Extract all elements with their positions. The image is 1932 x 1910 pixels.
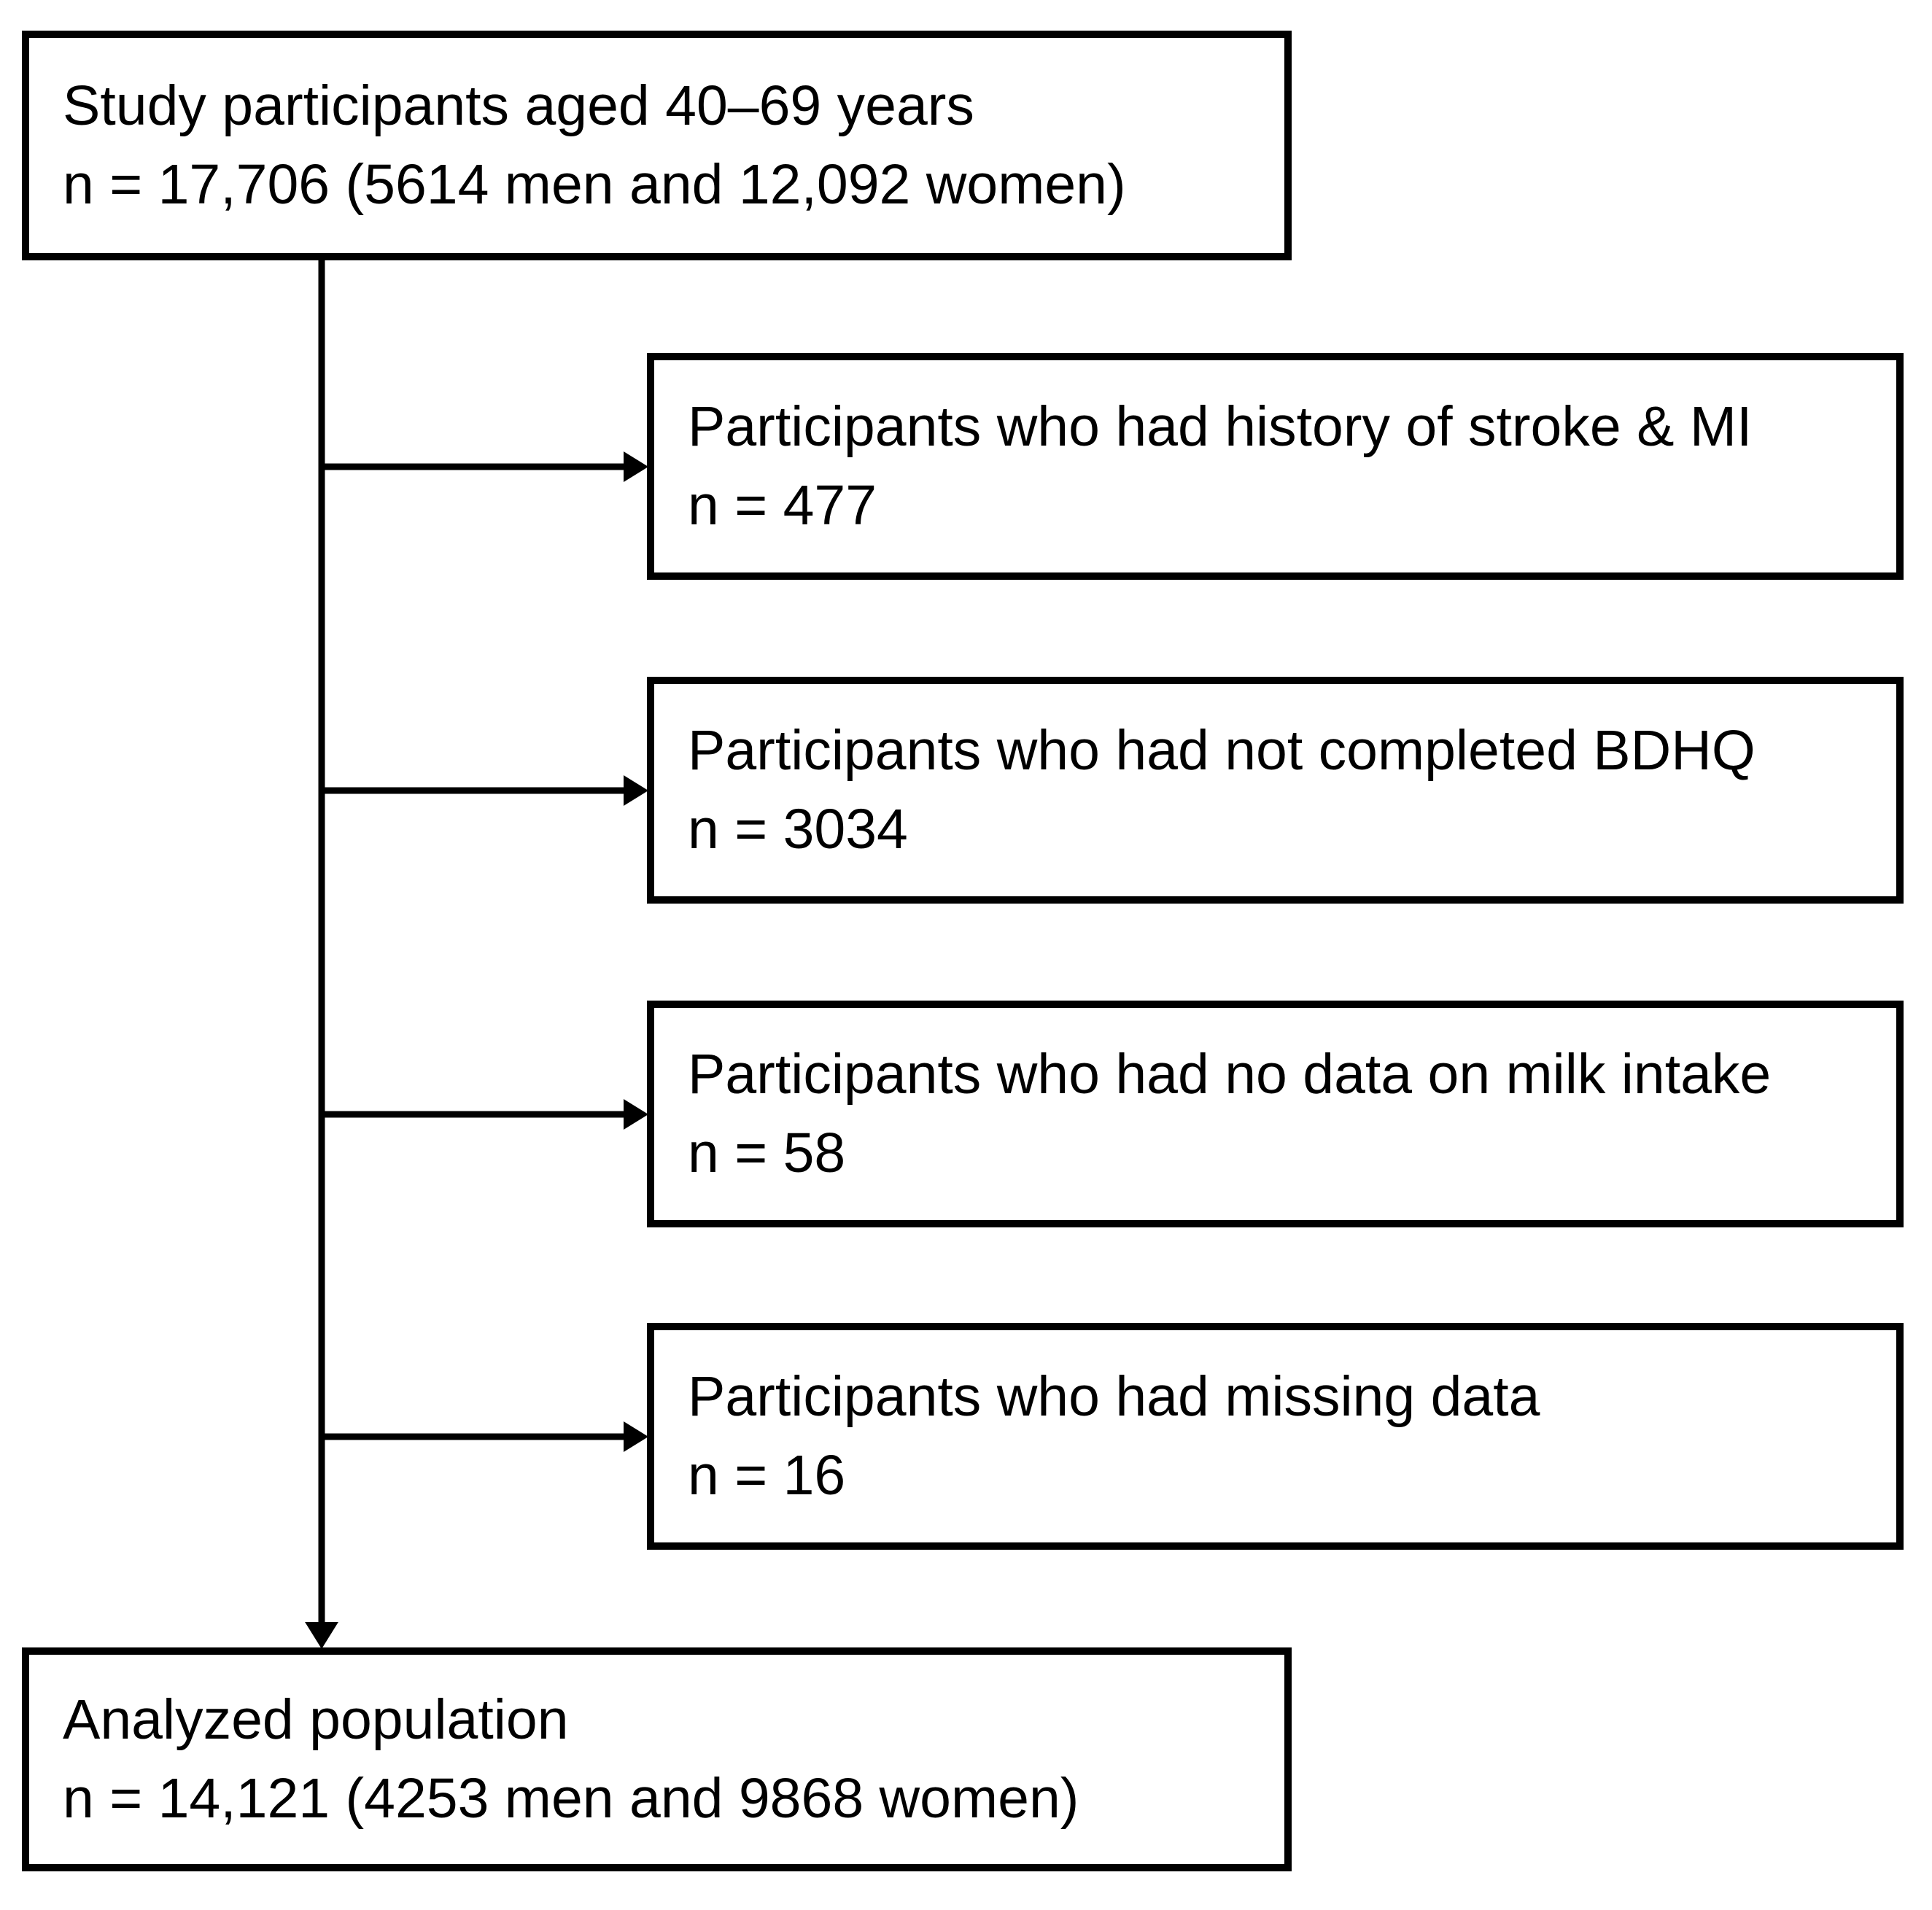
trunk-arrowhead-icon — [305, 1622, 338, 1649]
exclusion-count: n = 58 — [688, 1121, 846, 1184]
exclusion-label: Participants who had missing data — [688, 1364, 1540, 1428]
study-participants-label: Study participants aged 40–69 years — [63, 74, 974, 137]
exclusion-count: n = 16 — [688, 1443, 846, 1507]
exclusion-label: Participants who had not completed BDHQ — [688, 718, 1756, 782]
study-participants-count: n = 17,706 (5614 men and 12,092 women) — [63, 152, 1126, 216]
exclusion-box-missing-data: Participants who had missing data n = 16 — [647, 1323, 1904, 1550]
analyzed-population-count: n = 14,121 (4253 men and 9868 women) — [63, 1766, 1079, 1830]
exclusion-box-stroke-mi: Participants who had history of stroke &… — [647, 353, 1904, 580]
study-participants-box: Study participants aged 40–69 years n = … — [22, 31, 1292, 260]
exclusion-box-bdhq: Participants who had not completed BDHQ … — [647, 677, 1904, 904]
exclusion-box-milk-intake: Participants who had no data on milk int… — [647, 1001, 1904, 1227]
branch-arrowhead-1-icon — [624, 451, 648, 482]
exclusion-count: n = 3034 — [688, 797, 908, 861]
exclusion-label: Participants who had no data on milk int… — [688, 1042, 1772, 1106]
branch-arrowhead-4-icon — [624, 1421, 648, 1452]
exclusion-label: Participants who had history of stroke &… — [688, 395, 1753, 458]
branch-arrowhead-3-icon — [624, 1099, 648, 1130]
branch-arrowhead-2-icon — [624, 775, 648, 806]
exclusion-count: n = 477 — [688, 473, 877, 537]
analyzed-population-box: Analyzed population n = 14,121 (4253 men… — [22, 1647, 1292, 1871]
analyzed-population-label: Analyzed population — [63, 1688, 569, 1751]
